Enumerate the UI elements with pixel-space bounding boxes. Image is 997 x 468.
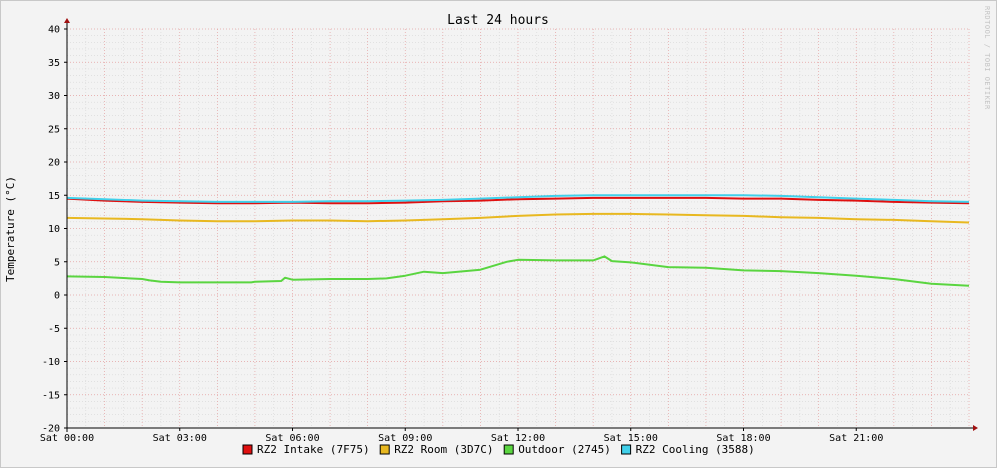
legend-label-3: Outdoor (2745) bbox=[518, 443, 611, 456]
y-tick-label: 10 bbox=[48, 224, 60, 235]
x-tick-label: Sat 18:00 bbox=[716, 433, 770, 444]
y-tick-label: -10 bbox=[42, 357, 60, 368]
series-line-3 bbox=[66, 255, 970, 287]
x-tick-labels: Sat 00:00 Sat 03:00 Sat 06:00 Sat 09:00 Sat … bbox=[40, 433, 883, 444]
chart-title: Last 24 hours bbox=[447, 13, 549, 28]
x-tick-label: Sat 15:00 bbox=[604, 433, 658, 444]
y-tick-label: 25 bbox=[48, 124, 60, 135]
legend-swatch-3 bbox=[503, 444, 514, 455]
y-tick-label: -20 bbox=[42, 424, 60, 435]
y-axis-label: Temperature (°C) bbox=[4, 176, 17, 282]
y-tick-label: -5 bbox=[48, 324, 60, 335]
x-axis-arrow bbox=[973, 425, 978, 431]
rrdtool-watermark: RRDTOOL / TOBI OETIKER bbox=[983, 6, 991, 110]
x-tick-label: Sat 21:00 bbox=[829, 433, 883, 444]
legend-swatch-2 bbox=[379, 444, 390, 455]
y-axis-arrow bbox=[64, 18, 70, 23]
x-tick-label: Sat 09:00 bbox=[378, 433, 432, 444]
x-tick-label: Sat 00:00 bbox=[40, 433, 94, 444]
axes bbox=[64, 18, 978, 432]
y-tick-label: 0 bbox=[54, 291, 60, 302]
x-tick-label: Sat 03:00 bbox=[153, 433, 207, 444]
y-tick-label: 20 bbox=[48, 158, 60, 169]
legend-label-2: RZ2 Room (3D7C) bbox=[394, 443, 493, 456]
y-tick-label: 30 bbox=[48, 91, 60, 102]
series-line-4 bbox=[66, 194, 970, 203]
grid bbox=[66, 28, 970, 429]
y-tick-label: 15 bbox=[48, 191, 60, 202]
y-tick-label: 40 bbox=[48, 25, 60, 36]
x-tick-label: Sat 06:00 bbox=[265, 433, 319, 444]
y-tick-labels: 40 35 30 25 20 15 10 5 0 -5 -10 -15 -20 bbox=[42, 25, 60, 435]
series-lines bbox=[66, 194, 970, 287]
legend-swatch-4 bbox=[621, 444, 632, 455]
y-tick-label: -15 bbox=[42, 390, 60, 401]
x-tick-label: Sat 12:00 bbox=[491, 433, 545, 444]
series-line-2 bbox=[66, 212, 970, 224]
legend-label-1: RZ2 Intake (7F75) bbox=[257, 443, 370, 456]
series-line-1 bbox=[66, 196, 970, 205]
legend-swatch-1 bbox=[242, 444, 253, 455]
legend-label-4: RZ2 Cooling (3588) bbox=[636, 443, 755, 456]
legend: RZ2 Intake (7F75) RZ2 Room (3D7C) Outdoor … bbox=[242, 443, 755, 456]
y-tick-label: 5 bbox=[54, 257, 60, 268]
y-tick-label: 35 bbox=[48, 58, 60, 69]
